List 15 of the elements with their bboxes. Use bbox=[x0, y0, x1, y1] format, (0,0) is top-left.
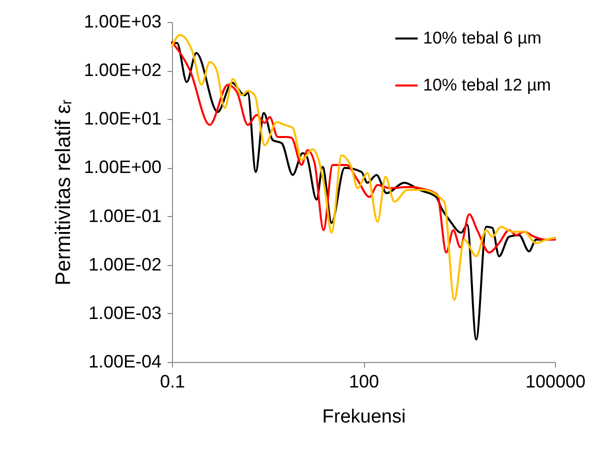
x-tick-label: 100 bbox=[348, 372, 380, 392]
x-tick-label: 100000 bbox=[525, 372, 586, 392]
y-tick-label: 1.00E+00 bbox=[84, 157, 162, 178]
y-tick-label: 1.00E+03 bbox=[84, 12, 162, 32]
y-tick-label: 1.00E+01 bbox=[84, 108, 162, 129]
y-tick-label: 1.00E+02 bbox=[84, 60, 162, 80]
x-tick-label: 0.1 bbox=[160, 372, 186, 392]
y-tick-label: 1.00E-02 bbox=[88, 254, 162, 274]
y-tick-label: 1.00E-03 bbox=[88, 302, 162, 323]
y-tick-label: 1.00E-04 bbox=[88, 352, 162, 372]
x-axis-title: Frekuensi bbox=[322, 406, 406, 428]
legend-label: 10% tebal 6 µm bbox=[423, 28, 542, 48]
y-tick-label: 1.00E-01 bbox=[88, 206, 162, 226]
legend-label: 10% tebal 12 µm bbox=[423, 76, 551, 94]
y-axis-title: Permitivitas relatif εᵣ bbox=[52, 100, 75, 286]
